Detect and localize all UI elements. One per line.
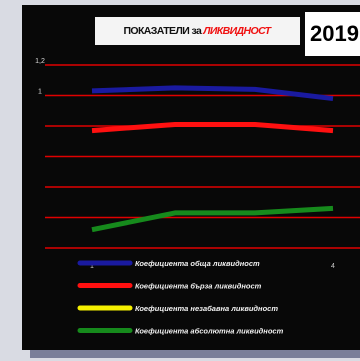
x-tick-label: 4: [331, 263, 335, 270]
y-tick-label: 1: [38, 88, 42, 95]
legend-label: Коефициента обща ликвидност: [135, 259, 260, 268]
series-line: [91, 121, 334, 134]
year-box: [305, 12, 360, 56]
title-box: [95, 17, 300, 45]
legend-label: Коефициента незабавна ликвидност: [135, 304, 278, 313]
series-line: [91, 205, 334, 233]
x-tick-label: 1: [90, 263, 94, 270]
legend-label: Коефициента бърза ликвидност: [135, 281, 262, 290]
series-line: [91, 85, 334, 102]
legend-label: Коефициента абсолютна ликвидност: [135, 326, 284, 335]
chart-title: ПОКАЗАТЕЛИ за ЛИКВИДНОСТ: [123, 25, 272, 37]
year-label: 2019: [310, 21, 359, 46]
y-tick-label: 1,2: [35, 58, 45, 65]
panel: [22, 5, 360, 350]
